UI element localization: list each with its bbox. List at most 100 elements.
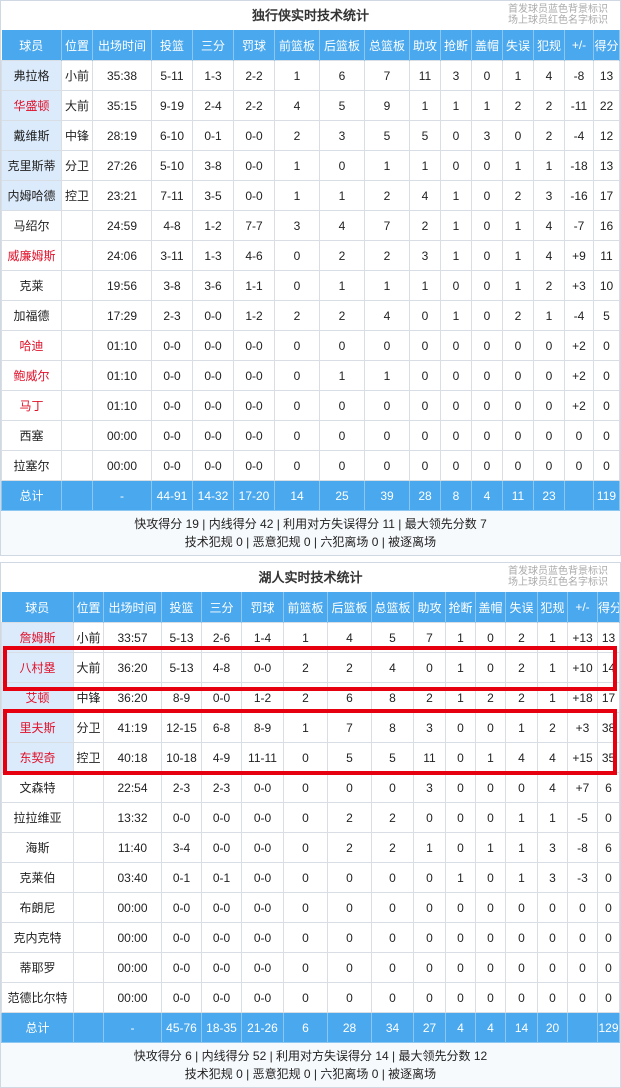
stat-cell: 0 [274, 450, 320, 481]
player-name[interactable]: 拉拉维亚 [1, 802, 74, 833]
player-name[interactable]: 詹姆斯 [1, 622, 74, 653]
column-header[interactable]: 总篮板 [364, 30, 410, 61]
player-name[interactable]: 克莱伯 [1, 862, 74, 893]
player-name[interactable]: 内姆哈德 [1, 180, 62, 211]
column-header[interactable]: 罚球 [233, 30, 275, 61]
column-header[interactable]: 失误 [505, 592, 538, 623]
column-header[interactable]: 位置 [73, 592, 104, 623]
player-name[interactable]: 文森特 [1, 772, 74, 803]
column-header[interactable]: 抢断 [440, 30, 472, 61]
stat-cell: 1 [445, 862, 476, 893]
stat-cell: 0 [274, 240, 320, 271]
stat-cell: 0-0 [151, 360, 193, 391]
stat-cell: 0 [567, 952, 598, 983]
summary-line: 快攻得分 6 | 内线得分 52 | 利用对方失误得分 14 | 最大领先分数 … [133, 1049, 488, 1063]
stat-cell: 0 [502, 360, 534, 391]
player-name[interactable]: 克内克特 [1, 922, 74, 953]
stat-cell: 2-3 [201, 772, 242, 803]
column-header[interactable]: 投篮 [151, 30, 193, 61]
player-name[interactable]: 弗拉格 [1, 60, 62, 91]
player-name[interactable]: 艾顿 [1, 682, 74, 713]
player-name[interactable]: 布朗尼 [1, 892, 74, 923]
player-position [61, 450, 93, 481]
column-header[interactable]: 助攻 [409, 30, 441, 61]
total-cell [61, 480, 93, 511]
stat-cell: 1 [502, 210, 534, 241]
player-row: 克内克特 00:00 0-0 0-0 0-0 0 0 0 0 0 0 0 0 0 0 [1, 922, 620, 953]
player-name[interactable]: 克里斯蒂 [1, 150, 62, 181]
stat-cell: 0 [409, 450, 441, 481]
column-header[interactable]: +/- [567, 592, 598, 623]
column-header[interactable]: 失误 [502, 30, 534, 61]
stat-cell: 0 [283, 952, 328, 983]
column-header[interactable]: 位置 [61, 30, 93, 61]
stat-cell: 0 [593, 420, 620, 451]
column-header[interactable]: 三分 [192, 30, 234, 61]
player-name[interactable]: 威廉姆斯 [1, 240, 62, 271]
column-header[interactable]: 总篮板 [371, 592, 414, 623]
column-header[interactable]: 出场时间 [103, 592, 162, 623]
stat-cell: 0 [440, 270, 472, 301]
stat-cell: 1-3 [192, 60, 234, 91]
column-header[interactable]: 前篮板 [283, 592, 328, 623]
player-name[interactable]: 克莱 [1, 270, 62, 301]
column-header[interactable]: 三分 [201, 592, 242, 623]
stat-cell: 03:40 [103, 862, 162, 893]
stat-cell: 0 [471, 450, 503, 481]
column-header[interactable]: +/- [564, 30, 594, 61]
player-row: 哈迪 01:10 0-0 0-0 0-0 0 0 0 0 0 0 0 0 +2 0 [1, 330, 620, 361]
column-header[interactable]: 前篮板 [274, 30, 320, 61]
column-header[interactable]: 得分 [593, 30, 620, 61]
column-header[interactable]: 后篮板 [319, 30, 365, 61]
player-name[interactable]: 东契奇 [1, 742, 74, 773]
player-name[interactable]: 八村塁 [1, 652, 74, 683]
player-position [61, 390, 93, 421]
column-header[interactable]: 犯规 [537, 592, 568, 623]
column-header[interactable]: 球员 [1, 592, 74, 623]
player-name[interactable]: 加福德 [1, 300, 62, 331]
stat-cell: 0 [413, 802, 446, 833]
stat-cell: 0 [364, 330, 410, 361]
player-name[interactable]: 海斯 [1, 832, 74, 863]
player-name[interactable]: 马丁 [1, 390, 62, 421]
stat-cell: 1 [440, 240, 472, 271]
stat-cell: 1 [440, 300, 472, 331]
player-row: 文森特 22:54 2-3 2-3 0-0 0 0 0 3 0 0 0 4 +7 6 [1, 772, 620, 803]
stat-cell: 1 [537, 622, 568, 653]
stat-cell: 1 [505, 802, 538, 833]
stat-cell: 0 [593, 360, 620, 391]
column-header[interactable]: 盖帽 [471, 30, 503, 61]
column-header[interactable]: 助攻 [413, 592, 446, 623]
stat-cell: 2 [502, 300, 534, 331]
column-header[interactable]: 后篮板 [327, 592, 372, 623]
player-name[interactable]: 鲍威尔 [1, 360, 62, 391]
column-header[interactable]: 抢断 [445, 592, 476, 623]
player-name[interactable]: 拉塞尔 [1, 450, 62, 481]
table-title-bar: 湖人实时技术统计 首发球员蓝色背景标识 场上球员红色名字标识 [1, 563, 620, 592]
stat-cell: 6 [597, 832, 620, 863]
stat-cell: 3 [533, 180, 565, 211]
player-name[interactable]: 西塞 [1, 420, 62, 451]
column-header[interactable]: 盖帽 [475, 592, 506, 623]
column-header[interactable]: 罚球 [241, 592, 284, 623]
column-header[interactable]: 投篮 [161, 592, 202, 623]
player-name[interactable]: 马绍尔 [1, 210, 62, 241]
stat-cell: 4-9 [201, 742, 242, 773]
player-name[interactable]: 里夫斯 [1, 712, 74, 743]
column-header[interactable]: 球员 [1, 30, 62, 61]
player-name[interactable]: 戴维斯 [1, 120, 62, 151]
player-name[interactable]: 蒂耶罗 [1, 952, 74, 983]
player-name[interactable]: 范德比尔特 [1, 982, 74, 1013]
stat-cell: +13 [567, 622, 598, 653]
stat-cell: 0 [274, 420, 320, 451]
column-header[interactable]: 出场时间 [92, 30, 152, 61]
stat-cell: 35 [597, 742, 620, 773]
header-row: 球员位置出场时间投篮三分罚球前篮板后篮板总篮板助攻抢断盖帽失误犯规+/-得分 [1, 30, 620, 61]
column-header[interactable]: 犯规 [533, 30, 565, 61]
stat-cell: 2-6 [201, 622, 242, 653]
stat-cell: 0 [274, 360, 320, 391]
player-name[interactable]: 哈迪 [1, 330, 62, 361]
stat-cell: 0 [364, 420, 410, 451]
column-header[interactable]: 得分 [597, 592, 620, 623]
player-name[interactable]: 华盛顿 [1, 90, 62, 121]
